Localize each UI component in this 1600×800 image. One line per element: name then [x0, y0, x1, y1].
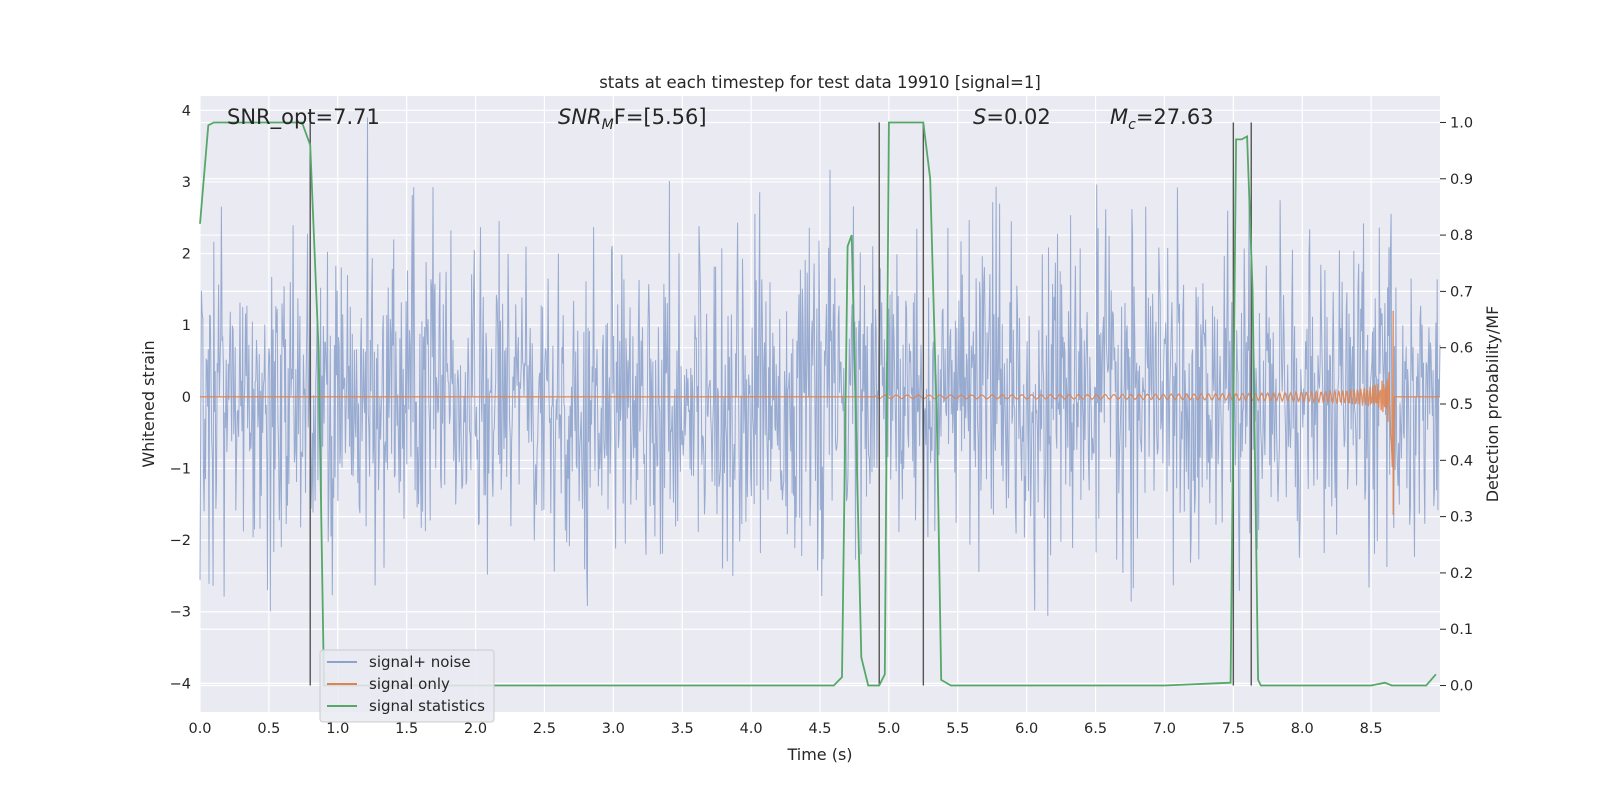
x-tick-label: 8.5: [1360, 721, 1383, 737]
y2-tick-label: 0.4: [1450, 453, 1473, 469]
y-axis-label: Whitened strain: [139, 340, 158, 467]
y2-tick-label: 0.6: [1450, 341, 1473, 357]
y2-tick-label: 0.0: [1450, 679, 1473, 695]
y2-tick-label: 0.8: [1450, 228, 1473, 244]
statistics-series: [199, 121, 1437, 687]
y2-axis-label: Detection probability/MF: [1483, 306, 1502, 503]
y-tick-label: 4: [182, 103, 191, 119]
legend-label-statistics: signal statistics: [369, 697, 485, 715]
x-tick-label: 0.0: [188, 721, 211, 737]
legend-label-signal: signal only: [369, 675, 450, 693]
x-axis-ticks: 0.0 0.5 1.0 1.5 2.0 2.5 3.0 3.5 4.0 4.5 5.0 5.5 6.0 6…: [188, 721, 1382, 737]
x-tick-label: 4.5: [808, 721, 831, 737]
x-tick-label: 1.5: [395, 721, 418, 737]
y2-axis-ticks: 1.0 0.9 0.8 0.7 0.6 0.5 0.4 0.3 0.2 0.1 0.0: [1440, 115, 1473, 695]
y2-tick-label: 0.1: [1450, 622, 1473, 638]
signal-series: [200, 310, 1440, 516]
x-tick-label: 4.0: [740, 721, 763, 737]
y-axis-ticks: 4 3 2 1 0 −1 −2 −3 −4: [170, 103, 191, 692]
x-tick-label: 5.5: [946, 721, 969, 737]
y2-tick-label: 0.7: [1450, 284, 1473, 300]
y-tick-label: 0: [182, 390, 191, 406]
annotation-mc: Mc=27.63: [1110, 105, 1214, 133]
legend-box: [319, 649, 495, 723]
x-tick-label: 6.5: [1084, 721, 1107, 737]
y-tick-label: −4: [170, 676, 191, 692]
x-tick-label: 8.0: [1291, 721, 1314, 737]
y-tick-label: −3: [170, 605, 191, 621]
chart-title: stats at each timestep for test data 199…: [599, 73, 1041, 92]
x-tick-label: 1.0: [326, 721, 349, 737]
y2-tick-label: 0.9: [1450, 172, 1473, 188]
signal-trace: [200, 310, 1440, 516]
x-tick-label: 7.0: [1153, 721, 1176, 737]
legend-label-noise: signal+ noise: [369, 653, 471, 671]
legend: signal+ noise signal only signal statist…: [319, 649, 495, 723]
y2-tick-label: 0.5: [1450, 397, 1473, 413]
x-tick-label: 6.0: [1015, 721, 1038, 737]
x-tick-label: 2.0: [464, 721, 487, 737]
annotation-snr-mf: SNRMF=[5.56]: [558, 105, 707, 133]
annotation-s: S=0.02: [973, 105, 1051, 129]
x-axis-label: Time (s): [786, 745, 852, 764]
y-tick-label: 1: [182, 318, 191, 334]
statistics-trace: [199, 121, 1437, 687]
y-tick-label: −2: [170, 533, 191, 549]
y-tick-label: 3: [182, 175, 191, 191]
x-tick-label: 0.5: [257, 721, 280, 737]
y2-tick-label: 1.0: [1450, 115, 1473, 131]
x-tick-label: 3.5: [671, 721, 694, 737]
y-tick-label: −1: [170, 461, 191, 477]
y2-tick-label: 0.3: [1450, 510, 1473, 526]
x-tick-label: 2.5: [533, 721, 556, 737]
x-tick-label: 5.0: [877, 721, 900, 737]
y2-tick-label: 0.2: [1450, 566, 1473, 582]
x-tick-label: 7.5: [1222, 721, 1245, 737]
y-tick-label: 2: [182, 247, 191, 263]
annotation-snr-opt: SNR_opt=7.71: [227, 105, 380, 130]
x-tick-label: 3.0: [602, 721, 625, 737]
